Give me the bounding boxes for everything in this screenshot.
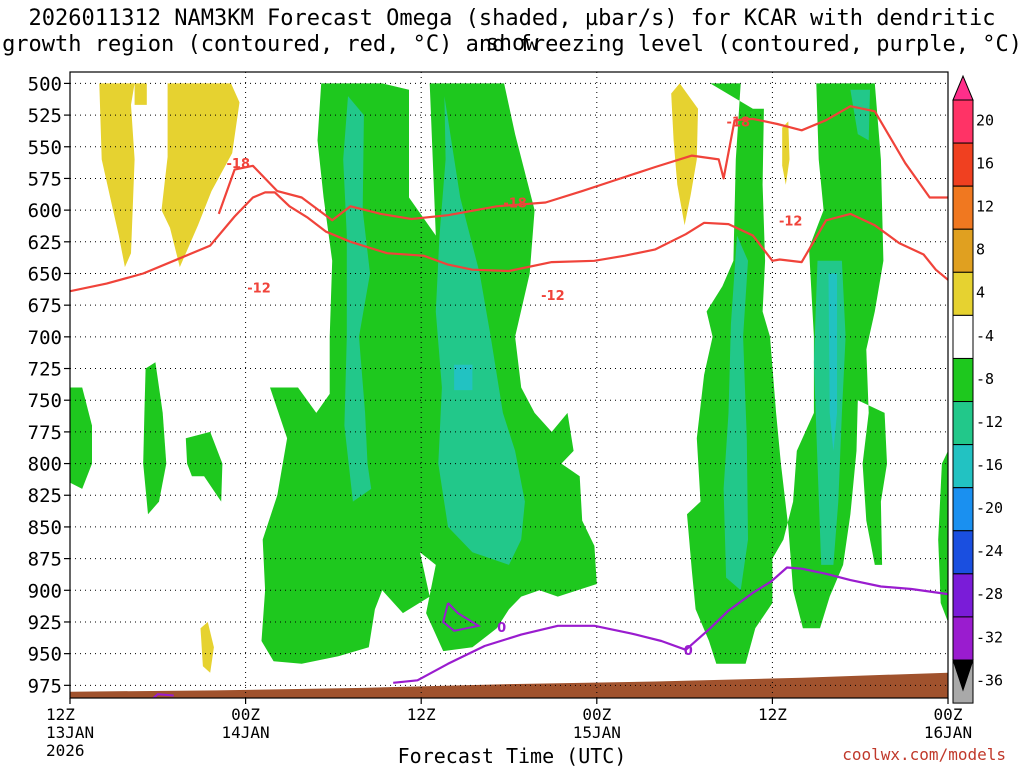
omega-rising-region-small-2 (185, 431, 223, 502)
dgz-contour-minus12 (70, 191, 948, 293)
x-tick-label: 14JAN (222, 723, 270, 742)
omega-sinking-region-early (99, 83, 240, 268)
y-tick-label: 725 (28, 359, 62, 381)
colorbar-swatch (952, 487, 974, 532)
x-tick-label: 12Z (407, 705, 436, 724)
x-tick-label: 2026 (46, 741, 85, 760)
colorbar-label: -20 (976, 499, 1003, 517)
contour-label: 0 (497, 621, 506, 636)
credit-text: coolwx.com/models (842, 745, 1006, 764)
x-axis-label: Forecast Time (UTC) (397, 744, 627, 768)
colorbar-swatch (952, 314, 974, 359)
y-tick-label: 700 (28, 327, 62, 349)
colorbar-label: 12 (976, 198, 994, 216)
colorbar-bottom-arrow (952, 659, 974, 692)
freezing-level-loop (442, 602, 482, 632)
y-tick-label: 600 (28, 200, 62, 222)
dgz-contour-minus18 (217, 105, 948, 222)
y-tick-label: 900 (28, 580, 62, 602)
contour-label: -18 (227, 157, 251, 172)
y-tick-label: 625 (28, 232, 62, 254)
y-tick-label: 925 (28, 612, 62, 634)
contour-label: -12 (779, 214, 803, 229)
colorbar-label: -24 (976, 542, 1003, 560)
omega-rising-region-small-3 (70, 387, 92, 489)
colorbar-swatch (952, 616, 974, 661)
x-tick-label: 00Z (231, 705, 260, 724)
contour-label: -12 (247, 281, 271, 296)
colorbar-label: 4 (976, 284, 985, 302)
plot-frame (69, 71, 949, 699)
contour-label: -12 (541, 289, 565, 304)
y-tick-label: 775 (28, 422, 62, 444)
ground-terrain (70, 672, 948, 698)
omega-region-cyan-2 (828, 273, 837, 451)
colorbar-swatch (952, 99, 974, 144)
y-tick-label: 750 (28, 390, 62, 412)
x-tick-label: 12Z (46, 705, 75, 724)
omega-region-cyan-1 (454, 364, 473, 391)
colorbar-label: -28 (976, 585, 1003, 603)
y-tick-label: 675 (28, 295, 62, 317)
y-tick-label: 575 (28, 168, 62, 190)
x-tick-label: 12Z (758, 705, 787, 724)
x-tick-label: 13JAN (46, 723, 94, 742)
colorbar-label: 20 (976, 111, 994, 129)
y-tick-label: 825 (28, 485, 62, 507)
y-tick-label: 525 (28, 105, 62, 127)
x-tick-label: 16JAN (924, 723, 972, 742)
y-tick-label: 550 (28, 137, 62, 159)
omega-sinking-region-late (671, 83, 698, 226)
colorbar-swatch (952, 444, 974, 489)
x-tick-label: 00Z (582, 705, 611, 724)
colorbar-swatch (952, 530, 974, 575)
x-tick-label: 00Z (934, 705, 963, 724)
colorbar-label: -32 (976, 628, 1003, 646)
omega-rising-region-edge (938, 450, 948, 622)
omega-sinking-region-early-left (99, 83, 135, 268)
y-tick-label: 950 (28, 644, 62, 666)
colorbar-swatch (952, 228, 974, 273)
colorbar-label: -16 (976, 456, 1003, 474)
y-tick-label: 875 (28, 549, 62, 571)
colorbar-top-arrow (952, 74, 974, 101)
contour-label: 0 (684, 644, 693, 659)
omega-sinking-region-sliver (782, 121, 790, 185)
y-tick-label: 850 (28, 517, 62, 539)
x-tick-label: 15JAN (573, 723, 621, 742)
y-tick-label: 500 (28, 73, 62, 95)
y-tick-label: 650 (28, 263, 62, 285)
omega-region-teal-3 (723, 235, 748, 591)
colorbar-swatch (952, 573, 974, 618)
chart-title-line-1: 2026011312 NAM3KM Forecast Omega (shaded… (28, 6, 996, 56)
omega-rising-region-small-1 (143, 362, 167, 515)
freezing-level-fragment (151, 693, 174, 698)
contour-label: -18 (503, 197, 527, 212)
colorbar-swatch (952, 401, 974, 446)
colorbar-label: -36 (976, 671, 1003, 689)
colorbar-label: -8 (976, 370, 994, 388)
y-tick-label: 975 (28, 675, 62, 697)
colorbar-swatch (952, 357, 974, 403)
contour-label: -18 (727, 115, 751, 130)
plot-area (70, 72, 948, 698)
colorbar-swatch (952, 185, 974, 230)
colorbar-label: -4 (976, 327, 994, 345)
colorbar-swatch (952, 142, 974, 187)
colorbar-swatch (952, 271, 974, 316)
colorbar-label: 16 (976, 154, 994, 172)
colorbar-label: 8 (976, 241, 985, 259)
omega-rising-region-main (261, 83, 597, 664)
omega-sinking-region-low (200, 622, 214, 673)
chart-title-line-2: growth region (contoured, red, °C) and f… (2, 32, 1022, 57)
y-tick-label: 800 (28, 454, 62, 476)
colorbar-label: -12 (976, 413, 1003, 431)
freezing-level-contour (393, 566, 948, 684)
